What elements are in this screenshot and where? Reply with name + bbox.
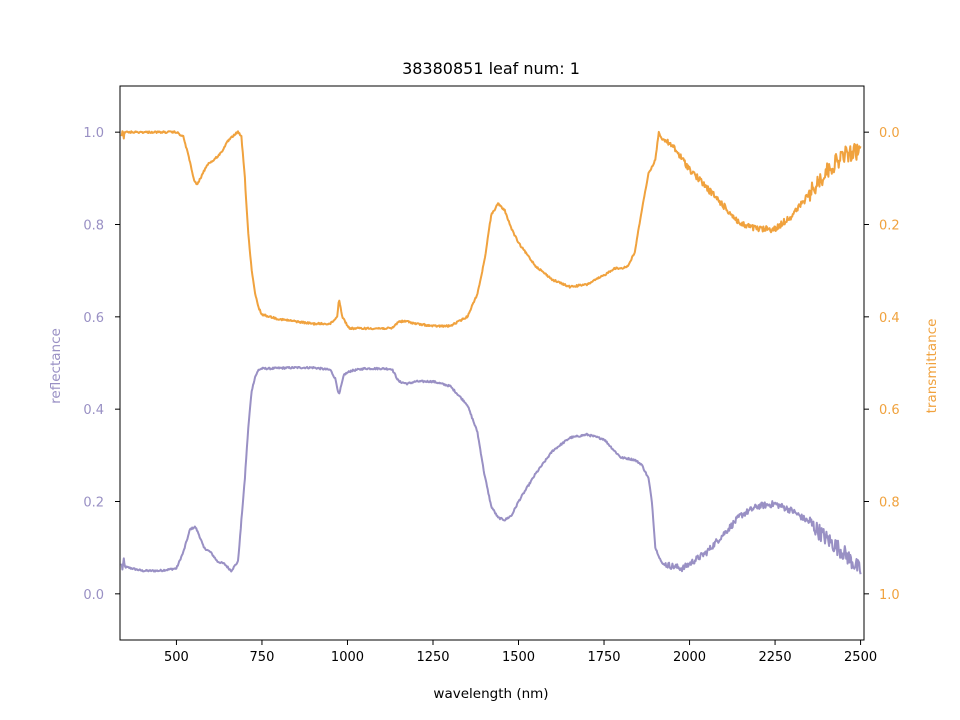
x-tick-label: 2250 bbox=[759, 650, 792, 665]
reflectance-series-line bbox=[120, 365, 862, 575]
x-tick-label: 750 bbox=[250, 650, 275, 665]
right-tick-label: 1.0 bbox=[879, 588, 900, 603]
right-tick-label: 0.8 bbox=[879, 496, 900, 511]
left-tick-label: 1.0 bbox=[83, 126, 104, 141]
left-tick-label: 0.4 bbox=[83, 403, 104, 418]
left-tick-label: 0.8 bbox=[83, 219, 104, 234]
left-tick-label: 0.0 bbox=[83, 588, 104, 603]
plot-frame bbox=[119, 85, 865, 641]
left-tick-label: 0.6 bbox=[83, 311, 104, 326]
transmittance-series-line bbox=[120, 130, 862, 331]
right-y-axis-label: transmittance bbox=[924, 319, 940, 414]
left-tick-label: 0.2 bbox=[83, 496, 104, 511]
series-layer bbox=[120, 130, 862, 575]
right-y-axis: 0.0 0.2 0.4 0.6 0.8 1.0 bbox=[864, 126, 900, 603]
right-tick-label: 0.4 bbox=[879, 311, 900, 326]
x-tick-label: 1250 bbox=[416, 650, 449, 665]
x-tick-label: 2000 bbox=[673, 650, 706, 665]
right-tick-label: 0.6 bbox=[879, 403, 900, 418]
x-tick-label: 2500 bbox=[844, 650, 877, 665]
left-y-axis-label: reflectance bbox=[48, 328, 64, 404]
x-axis-label: wavelength (nm) bbox=[433, 686, 548, 702]
x-axis: 500 750 1000 1250 1500 1750 2000 2250 2500 bbox=[164, 640, 877, 665]
x-tick-label: 1750 bbox=[587, 650, 620, 665]
left-y-axis: 0.0 0.2 0.4 0.6 0.8 1.0 bbox=[83, 126, 120, 603]
x-tick-label: 1500 bbox=[502, 650, 535, 665]
x-tick-label: 500 bbox=[164, 650, 189, 665]
x-tick-label: 1000 bbox=[331, 650, 364, 665]
right-tick-label: 0.2 bbox=[879, 219, 900, 234]
right-tick-label: 0.0 bbox=[879, 126, 900, 141]
chart-title: 38380851 leaf num: 1 bbox=[402, 59, 580, 78]
